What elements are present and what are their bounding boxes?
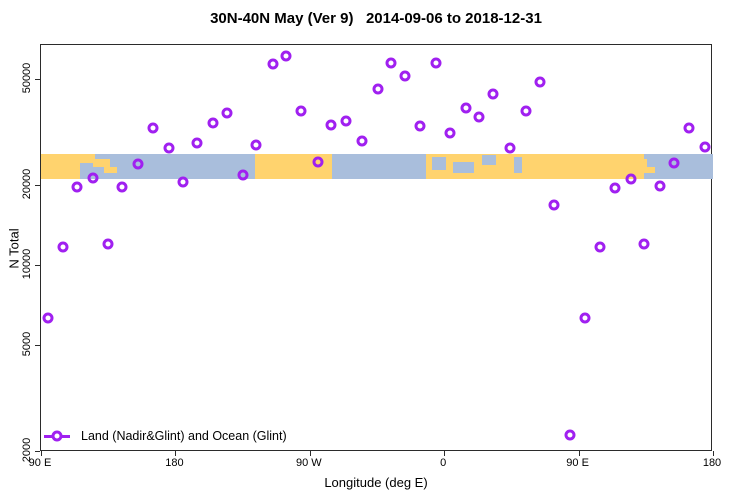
x-tick <box>41 451 42 456</box>
data-point <box>579 312 591 324</box>
data-point <box>221 107 233 119</box>
y-tick <box>35 344 40 346</box>
data-point <box>116 181 128 193</box>
ocean-segment <box>644 154 713 179</box>
data-point <box>71 181 83 193</box>
data-point <box>340 115 352 127</box>
island-segment <box>641 166 655 173</box>
data-point <box>250 139 262 151</box>
island-segment <box>79 154 95 163</box>
legend-circle-icon <box>51 430 63 442</box>
data-point <box>625 173 637 185</box>
data-point <box>594 241 606 253</box>
chart-title: 30N-40N May (Ver 9) 2014-09-06 to 2018-1… <box>210 10 542 27</box>
data-point <box>132 158 144 170</box>
data-point <box>102 238 114 250</box>
data-point <box>191 137 203 149</box>
data-point <box>385 57 397 69</box>
y-axis-title: N Total <box>6 228 22 269</box>
data-point <box>57 241 69 253</box>
data-point <box>460 102 472 114</box>
x-tick-label: 180 <box>702 457 722 469</box>
data-point <box>638 238 650 250</box>
x-tick-label: 0 <box>440 457 447 469</box>
data-point <box>237 169 249 181</box>
data-point <box>548 199 560 211</box>
data-point <box>534 76 546 88</box>
data-point <box>399 70 411 82</box>
data-point <box>207 117 219 129</box>
y-tick <box>35 264 40 266</box>
data-point <box>609 182 621 194</box>
y-tick-label: 50000 <box>21 62 33 94</box>
ocean-segment <box>332 154 426 179</box>
y-tick-label: 20000 <box>21 168 33 200</box>
data-point <box>487 88 499 100</box>
data-point <box>295 105 307 117</box>
data-point <box>504 142 516 154</box>
data-point <box>564 429 576 441</box>
y-tick <box>35 78 40 80</box>
data-point <box>312 156 324 168</box>
data-point <box>520 105 532 117</box>
data-point <box>177 176 189 188</box>
island-segment <box>103 166 118 173</box>
island-segment <box>617 154 633 163</box>
x-tick-label: 90 E <box>28 457 52 469</box>
data-point <box>42 312 54 324</box>
y-tick <box>35 450 40 452</box>
data-point <box>325 119 337 131</box>
x-tick <box>175 451 177 456</box>
plot-area: Land (Nadir&Glint) and Ocean (Glint) <box>35 44 714 456</box>
data-point <box>473 111 485 123</box>
legend-label: Land (Nadir&Glint) and Ocean (Glint) <box>81 429 287 443</box>
data-point <box>699 141 711 153</box>
y-tick-label: 5000 <box>21 331 33 357</box>
x-tick-label: 90 W <box>295 457 322 469</box>
x-tick <box>578 451 580 456</box>
x-tick <box>713 451 714 456</box>
data-point <box>372 83 384 95</box>
legend-marker-icon <box>44 430 70 442</box>
y-tick-label: 10000 <box>21 248 33 280</box>
data-point <box>280 50 292 62</box>
x-tick-label: 90 E <box>566 457 589 469</box>
data-point <box>654 180 666 192</box>
data-point <box>267 58 279 70</box>
x-tick-label: 180 <box>165 457 184 469</box>
map-band <box>41 154 713 179</box>
y-tick <box>35 184 40 186</box>
ocean-segment <box>432 157 447 170</box>
island-segment <box>630 159 648 167</box>
data-point <box>414 120 426 132</box>
data-point <box>147 122 159 134</box>
data-point <box>430 57 442 69</box>
ocean-segment <box>481 155 497 166</box>
data-point <box>356 135 368 147</box>
ocean-segment <box>453 161 475 173</box>
island-segment <box>93 159 110 167</box>
data-point <box>683 122 695 134</box>
data-point <box>163 142 175 154</box>
data-point <box>87 172 99 184</box>
ocean-segment <box>513 156 522 173</box>
x-axis-title: Longitude (deg E) <box>324 475 428 490</box>
data-point <box>668 157 680 169</box>
y-tick-label: 2000 <box>21 437 33 463</box>
x-tick <box>444 451 446 456</box>
x-tick <box>309 451 311 456</box>
legend: Land (Nadir&Glint) and Ocean (Glint) <box>44 429 287 443</box>
data-point <box>444 127 456 139</box>
